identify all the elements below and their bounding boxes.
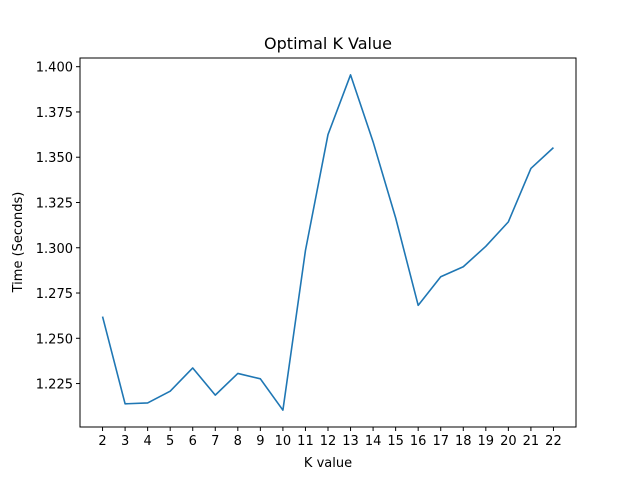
x-tick-label: 8 [234, 434, 242, 449]
x-tick-label: 6 [189, 434, 197, 449]
y-tick-label: 1.400 [36, 61, 73, 76]
x-tick-label: 20 [500, 434, 517, 449]
chart-title: Optimal K Value [264, 34, 392, 53]
y-tick-label: 1.300 [36, 242, 73, 257]
x-axis: 2 3 4 5 6 7 8 9 10 11 12 13 14 15 16 17 18 19 20 21 22 [98, 427, 562, 449]
x-tick-label: 16 [410, 434, 427, 449]
y-tick-label: 1.350 [36, 151, 73, 166]
x-tick-label: 10 [275, 434, 292, 449]
y-tick-label: 1.275 [36, 287, 73, 302]
x-tick-label: 14 [365, 434, 382, 449]
x-tick-label: 7 [211, 434, 219, 449]
x-tick-label: 11 [297, 434, 314, 449]
x-tick-label: 13 [342, 434, 359, 449]
x-tick-label: 15 [387, 434, 404, 449]
y-tick-label: 1.375 [36, 106, 73, 121]
x-tick-label: 19 [478, 434, 495, 449]
x-axis-label: K value [304, 456, 352, 471]
x-tick-label: 3 [121, 434, 129, 449]
y-axis-label: Time (Seconds) [11, 192, 26, 294]
plot-area [101, 74, 554, 411]
x-tick-label: 18 [455, 434, 472, 449]
x-tick-label: 5 [166, 434, 174, 449]
x-tick-label: 22 [545, 434, 562, 449]
x-tick-label: 9 [256, 434, 264, 449]
x-tick-label: 21 [523, 434, 540, 449]
x-tick-label: 4 [143, 434, 151, 449]
y-tick-label: 1.250 [36, 332, 73, 347]
series-line [101, 74, 554, 411]
y-axis: 1.225 1.250 1.275 1.300 1.325 1.350 1.375 1.400 [36, 61, 80, 393]
y-tick-label: 1.225 [36, 378, 73, 393]
x-tick-label: 2 [98, 434, 106, 449]
x-tick-label: 17 [432, 434, 449, 449]
x-tick-label: 12 [320, 434, 337, 449]
axes-frame [79, 57, 577, 428]
y-tick-label: 1.325 [36, 196, 73, 211]
